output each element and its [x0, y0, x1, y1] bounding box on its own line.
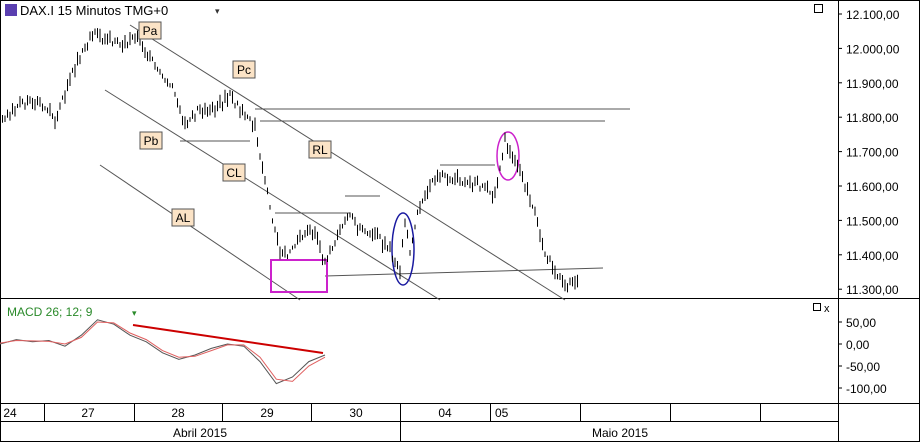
annotation-label-box — [138, 21, 162, 40]
date-tick-label: 05 — [495, 406, 509, 420]
maximize-icon[interactable] — [814, 4, 823, 13]
annotation-label-box — [222, 163, 246, 182]
price-tick-label: 12.100,00 — [846, 8, 900, 22]
price-tick-label: 11.300,00 — [846, 283, 899, 297]
caret-down-icon[interactable]: ▾ — [132, 308, 137, 318]
axes: 12.100,00 12.000,00 11.900,00 11.800,00 11.7… — [3, 8, 900, 442]
divergence-trendline — [132, 324, 324, 354]
price-series — [0, 28, 578, 293]
annotation-label: RL — [312, 143, 328, 157]
annotation-label: Pb — [144, 134, 159, 148]
price-tick-label: 11.600,00 — [846, 180, 899, 194]
macd-tick-label: 0,00 — [846, 338, 870, 352]
trendline — [324, 267, 604, 277]
month-label: Abril 2015 — [173, 426, 227, 440]
date-tick-label: 27 — [81, 406, 95, 420]
macd-tick-label: -100,00 — [846, 382, 887, 396]
macd-series — [0, 319, 326, 385]
instrument-icon — [5, 4, 17, 16]
price-tick-label: 11.900,00 — [846, 77, 899, 91]
trendline — [99, 164, 301, 301]
highlight-ellipse — [496, 131, 520, 181]
annotation-label: CL — [226, 166, 242, 180]
price-tick-label: 11.400,00 — [846, 249, 899, 263]
annotation-label-box — [139, 131, 163, 150]
annotation-label-box — [171, 208, 195, 227]
date-tick-label: 30 — [349, 406, 363, 420]
annotation-label: Pc — [237, 63, 251, 77]
highlight-box — [270, 259, 328, 293]
price-tick-label: 11.500,00 — [846, 214, 899, 228]
signal-line — [0, 321, 326, 382]
date-tick-label: 24 — [3, 406, 17, 420]
caret-down-icon[interactable]: ▾ — [215, 6, 220, 16]
annotation-label: AL — [176, 211, 191, 225]
macd-tick-label: 50,00 — [846, 316, 876, 330]
annotation-labels: Pa Pc Pb RL CL AL — [138, 21, 332, 227]
annotation-label-box — [308, 140, 332, 159]
price-tick-label: 11.800,00 — [846, 111, 899, 125]
price-tick-label: 11.700,00 — [846, 146, 899, 160]
annotation-layer — [99, 24, 630, 301]
macd-title: MACD 26; 12; 9 — [7, 305, 93, 319]
price-tick-label: 12.000,00 — [846, 42, 900, 56]
date-tick-label: 28 — [171, 406, 185, 420]
close-icon[interactable]: x — [824, 303, 830, 315]
highlight-ellipse — [391, 212, 415, 286]
date-tick-label: 29 — [260, 406, 274, 420]
chart-title: DAX.I 15 Minutos TMG+0 — [20, 3, 168, 18]
annotation-label-box — [232, 60, 256, 79]
trendline — [129, 24, 566, 301]
annotation-label: Pa — [143, 24, 158, 38]
month-label: Maio 2015 — [592, 426, 648, 440]
maximize-icon[interactable] — [813, 303, 821, 311]
date-tick-label: 04 — [438, 406, 452, 420]
macd-tick-label: -50,00 — [846, 360, 880, 374]
trendline — [104, 89, 441, 301]
